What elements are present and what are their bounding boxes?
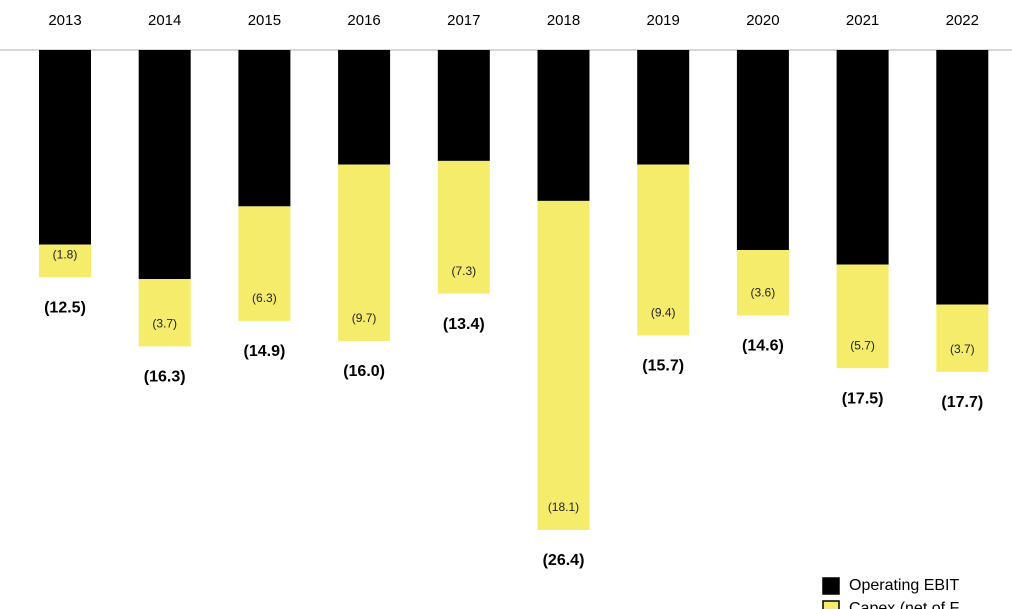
category-label: 2013 (48, 12, 81, 29)
bar-segment (537, 200, 590, 530)
category-label: 2016 (347, 12, 380, 29)
bar-segment (936, 50, 989, 305)
bar-segment (238, 50, 291, 207)
category-label: 2021 (846, 12, 879, 29)
bar-segment (338, 50, 391, 165)
category-label: 2020 (746, 12, 779, 29)
bar-segment (736, 250, 789, 316)
category-label: 2022 (946, 12, 979, 29)
bar-segment (437, 160, 490, 294)
total-label: (17.5) (842, 390, 884, 407)
bar-segment (138, 50, 191, 280)
total-label: (13.4) (443, 316, 485, 333)
bar-segment (736, 50, 789, 250)
segment-label: (9.7) (352, 311, 377, 325)
segment-label: (7.3) (451, 264, 476, 278)
total-label: (15.7) (642, 358, 684, 375)
bar-segment (836, 264, 889, 369)
bar-segment (936, 304, 989, 372)
total-label: (17.7) (941, 394, 983, 411)
segment-label: (6.3) (252, 291, 277, 305)
category-label: 2018 (547, 12, 580, 29)
segment-label: (5.7) (850, 338, 875, 352)
bar-segment (836, 50, 889, 265)
category-label: 2015 (248, 12, 281, 29)
segment-label: (18.1) (548, 500, 579, 514)
total-label: (12.5) (44, 299, 86, 316)
segment-label: (3.7) (152, 317, 177, 331)
bar-segment (338, 164, 391, 341)
segment-label: (3.7) (950, 342, 975, 356)
legend-swatch (822, 600, 840, 609)
total-label: (14.9) (244, 343, 286, 360)
category-label: 2017 (447, 12, 480, 29)
bar-segment (238, 206, 291, 321)
legend-label: Capex (net of F (849, 600, 960, 609)
bar-segment (138, 279, 191, 347)
total-label: (16.0) (343, 363, 385, 380)
category-label: 2019 (647, 12, 680, 29)
legend-label: Operating EBIT (849, 577, 960, 594)
bar-segment (39, 50, 91, 245)
total-label: (14.6) (742, 338, 784, 355)
bar-segment (637, 50, 690, 165)
segment-label: (3.6) (751, 286, 776, 300)
legend-swatch (822, 577, 840, 595)
segment-label: (1.8) (53, 247, 78, 261)
bar-segment (437, 50, 490, 161)
bar-segment (637, 164, 690, 336)
category-label: 2014 (148, 12, 181, 29)
bar-segment (537, 50, 590, 201)
segment-label: (9.4) (651, 306, 676, 320)
total-label: (16.3) (144, 369, 186, 386)
bar-segment (39, 244, 91, 278)
total-label: (26.4) (543, 552, 585, 569)
